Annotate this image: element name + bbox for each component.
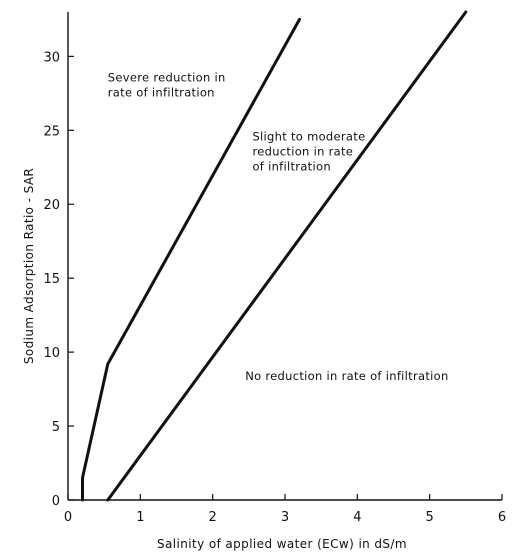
y-tick-label: 30: [43, 50, 60, 65]
x-tick-label: 2: [209, 510, 217, 525]
region-label-line: Severe reduction in: [108, 71, 226, 85]
x-tick-label: 1: [136, 510, 144, 525]
y-tick-label: 10: [43, 346, 60, 361]
x-tick-label: 4: [353, 510, 361, 525]
x-axis-title: Salinity of applied water (ECw) in dS/m: [157, 537, 407, 551]
y-tick-label: 25: [43, 124, 60, 139]
x-tick-label: 0: [64, 510, 72, 525]
x-tick-label: 3: [281, 510, 289, 525]
y-tick-label: 20: [43, 198, 60, 213]
y-tick-label: 5: [52, 420, 60, 435]
x-tick-label: 6: [498, 510, 506, 525]
region-label-line: No reduction in rate of infiltration: [245, 369, 448, 383]
x-axis-ticks: 0 1 2 3 4 5 6: [64, 494, 506, 525]
x-tick-label: 5: [426, 510, 434, 525]
y-axis-title: Sodium Adsorption Ratio - SAR: [22, 168, 36, 364]
y-axis-ticks: 0 5 10 15 20 25 30: [43, 50, 74, 509]
region-label-line: rate of infiltration: [108, 86, 215, 100]
y-tick-label: 15: [43, 272, 60, 287]
region-label-line: Slight to moderate: [252, 130, 365, 144]
series-layer: [81, 10, 468, 502]
region-label-line: of infiltration: [252, 160, 330, 174]
y-tick-label: 0: [52, 494, 60, 509]
region-label-line: reduction in rate: [252, 145, 353, 159]
threshold-line-2: [106, 10, 468, 502]
threshold-line-1: [81, 17, 301, 502]
